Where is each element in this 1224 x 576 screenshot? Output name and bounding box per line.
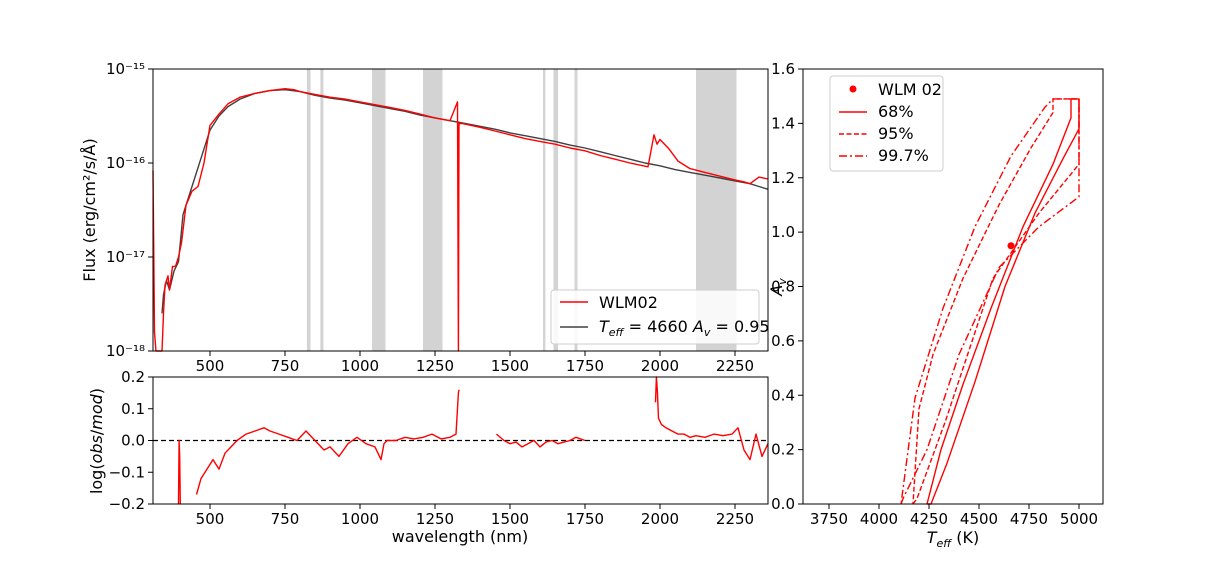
masked-band-5	[553, 69, 558, 351]
legend-marker-wlm-02	[849, 85, 857, 93]
y-tick-label: 0.1	[121, 400, 145, 418]
y-tick-label: 0.0	[121, 432, 145, 450]
teff-axis-label: Teff (K)	[927, 528, 980, 550]
x-tick-label: 1750	[566, 357, 604, 375]
residual-panel: 500 750 1000 1250 1500 1750 2000 2250 −0.2 −0.1 0…	[87, 368, 769, 546]
y-tick-label: 0.8	[771, 278, 795, 296]
masked-band-1	[320, 69, 324, 351]
residual-series	[177, 376, 769, 505]
y-tick-label: 1.4	[771, 114, 795, 132]
flux-panel-frame	[152, 68, 769, 352]
x-tick-label: 2000	[641, 357, 679, 375]
y-tick-label: 0.0	[771, 495, 795, 513]
y-tick-label: 1.0	[771, 223, 795, 241]
flux-series	[152, 87, 769, 352]
flux-x-ticks: 500 750 1000 1250 1500 1750 2000 2250	[196, 351, 754, 375]
x-tick-label: 1000	[341, 357, 379, 375]
x-tick-label: 500	[196, 357, 225, 375]
series-line-wlm02	[152, 87, 769, 352]
y-tick-label: 10⁻¹⁷	[106, 248, 145, 266]
residual-segment-3	[654, 376, 769, 461]
x-tick-label: 750	[271, 510, 300, 528]
legend-label-99-7: 99.7%	[878, 146, 929, 165]
av-axis-label: Av	[767, 278, 789, 297]
y-tick-label: 1.6	[771, 60, 795, 78]
y-tick-label: 10⁻¹⁸	[106, 342, 145, 360]
y-tick-label: 0.2	[121, 368, 145, 386]
legend-label-model: Teff = 4660 Av = 0.95	[599, 317, 770, 339]
y-tick-label: −0.1	[109, 463, 145, 481]
y-tick-label: −0.2	[109, 495, 145, 513]
x-tick-label: 1500	[491, 510, 529, 528]
residual-segment-2	[496, 433, 586, 448]
x-tick-label: 1000	[341, 510, 379, 528]
y-tick-label: 0.6	[771, 332, 795, 350]
residual-y-ticks: −0.2 −0.1 0.0 0.1 0.2	[109, 368, 153, 513]
masked-band-6	[574, 69, 578, 351]
x-tick-label: 4000	[860, 510, 898, 528]
confidence-legend: WLM 02 68% 95% 99.7%	[829, 75, 944, 172]
contour-99-7	[900, 98, 1080, 505]
x-tick-label: 1250	[416, 510, 454, 528]
masked-band-3	[423, 69, 443, 351]
residual-segment-1	[195, 389, 460, 495]
x-tick-label: 1250	[416, 357, 454, 375]
x-tick-label: 1500	[491, 357, 529, 375]
contour-68	[926, 98, 1080, 505]
residual-segment-0	[177, 439, 181, 505]
masked-band-4	[543, 69, 546, 351]
legend-label-wlm-02: WLM 02	[878, 80, 942, 99]
masked-band-2	[372, 69, 386, 351]
x-tick-label: 3750	[810, 510, 848, 528]
residual-y-axis-label: log(obs/mod)	[87, 388, 106, 494]
masked-band-0	[306, 69, 311, 351]
x-tick-label: 2250	[716, 357, 754, 375]
flux-panel: 500 750 1000 1250 1500 1750 2000 2250 10⁻¹⁸10⁻¹…	[80, 60, 770, 375]
y-tick-label: 1.2	[771, 169, 795, 187]
y-tick-label: 0.4	[771, 386, 795, 404]
best-fit-point	[1007, 242, 1015, 250]
legend-label-68: 68%	[878, 102, 914, 121]
x-tick-label: 2000	[641, 510, 679, 528]
confidence-contours	[900, 98, 1080, 505]
legend-label-95: 95%	[878, 124, 914, 143]
residual-x-axis-label: wavelength (nm)	[392, 527, 529, 546]
av-y-ticks: 0.0 0.2 0.4 0.6 0.8 1.0 1.2 1.4 1.6	[771, 60, 803, 513]
teff-x-ticks: 3750 4000 4250 4500 4750 5000	[810, 504, 1098, 528]
flux-y-axis-label: Flux (erg/cm²/s/Å)	[80, 138, 99, 281]
x-tick-label: 1750	[566, 510, 604, 528]
x-tick-label: 500	[196, 510, 225, 528]
residual-x-ticks: 500 750 1000 1250 1500 1750 2000 2250	[196, 504, 754, 528]
y-tick-label: 10⁻¹⁵	[106, 60, 145, 78]
legend-label-wlm02: WLM02	[599, 293, 658, 312]
flux-legend-box	[550, 289, 760, 345]
x-tick-label: 750	[271, 357, 300, 375]
x-tick-label: 5000	[1060, 510, 1098, 528]
y-tick-label: 10⁻¹⁶	[106, 154, 145, 172]
x-tick-label: 4500	[960, 510, 998, 528]
y-tick-label: 0.2	[771, 441, 795, 459]
x-tick-label: 2250	[716, 510, 754, 528]
contour-95	[912, 98, 1080, 505]
flux-y-ticks: 10⁻¹⁸ 10⁻¹⁷ 10⁻¹⁶ 10⁻¹⁵	[106, 60, 153, 360]
confidence-legend-box	[829, 75, 944, 172]
masked-wavelength-bands	[306, 69, 737, 351]
x-tick-label: 4250	[910, 510, 948, 528]
x-tick-label: 4750	[1010, 510, 1048, 528]
flux-legend: WLM02 Teff = 4660 Av = 0.95	[550, 289, 770, 345]
confidence-panel: 3750 4000 4250 4500 4750 5000 0.0 0.2 0.4 0.6 0.8…	[767, 60, 1104, 550]
series-line-t-eff-4660-a-v-0-95	[161, 88, 769, 314]
